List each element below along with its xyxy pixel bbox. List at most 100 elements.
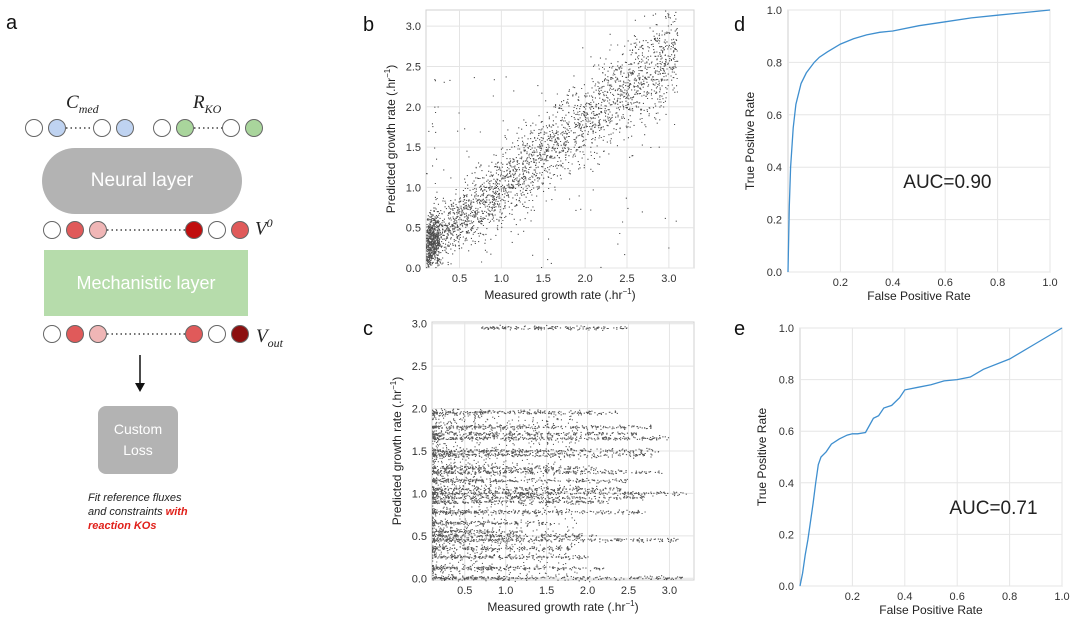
y-tick-label: 2.0 bbox=[406, 102, 421, 114]
loss-caption: Fit reference fluxes and constraints wit… bbox=[88, 491, 238, 533]
panel-letter-b: b bbox=[363, 14, 375, 36]
y-tick-label: 1.5 bbox=[412, 446, 427, 458]
neural-layer-box: Neural layer bbox=[42, 148, 242, 214]
scatter-mark bbox=[426, 10, 679, 269]
chart-e-roc: 0.2 0.4 0.6 0.8 1.0 0.0 0.2 0.4 0.6 0.8 1.0 AUC=0.7… bbox=[755, 323, 1070, 617]
y-tick-label: 3.0 bbox=[406, 21, 421, 33]
x-axis-label-tail: ) bbox=[632, 288, 636, 302]
y-tick-label: 1.0 bbox=[779, 323, 794, 335]
x-tick-label: 3.0 bbox=[661, 273, 676, 285]
y-tick-label: 0.6 bbox=[779, 426, 794, 438]
node-circle bbox=[25, 119, 43, 137]
y-axis-label: Predicted growth rate (.hr−1) bbox=[389, 377, 404, 526]
x-axis-label: False Positive Rate bbox=[867, 289, 971, 303]
y-tick-label: 3.0 bbox=[412, 319, 427, 331]
y-tick-label: 0.0 bbox=[412, 573, 427, 585]
x-tick-label: 0.5 bbox=[457, 585, 472, 597]
node-circle bbox=[116, 119, 134, 137]
y-tick-label: 0.0 bbox=[406, 263, 421, 275]
y-axis-label-sup: −1 bbox=[389, 380, 398, 390]
down-arrow-icon bbox=[135, 355, 145, 392]
y-tick-label: 0.8 bbox=[767, 57, 782, 69]
schematic-nodes bbox=[25, 119, 263, 343]
roc-curve bbox=[799, 327, 1063, 587]
node-circle bbox=[208, 325, 226, 343]
x-axis-label: Measured growth rate (.hr−1) bbox=[487, 599, 638, 614]
custom-loss-box: Custom Loss bbox=[98, 406, 178, 474]
caption-highlight-kos: reaction KOs bbox=[88, 520, 157, 532]
v0-label: V0 bbox=[255, 216, 273, 240]
y-axis-label-tail: ) bbox=[390, 377, 404, 381]
x-tick-label: 3.0 bbox=[662, 585, 677, 597]
auc-annotation: AUC=0.90 bbox=[903, 172, 991, 193]
x-tick-label: 0.8 bbox=[990, 277, 1005, 289]
panel-letter-e: e bbox=[734, 318, 746, 340]
x-tick-label: 0.8 bbox=[1002, 591, 1017, 603]
panel-letter-a: a bbox=[6, 12, 18, 34]
node-circle bbox=[222, 119, 240, 137]
vout-label: Vout bbox=[256, 326, 283, 350]
y-tick-label: 1.0 bbox=[412, 488, 427, 500]
x-axis-label: False Positive Rate bbox=[879, 603, 983, 617]
y-tick-label: 0.4 bbox=[779, 478, 794, 490]
node-circle bbox=[48, 119, 66, 137]
y-axis-label: True Positive Rate bbox=[743, 92, 757, 191]
y-tick-label: 1.0 bbox=[406, 182, 421, 194]
x-tick-label: 2.5 bbox=[619, 273, 634, 285]
scatter-mark bbox=[432, 324, 687, 583]
chart-b-scatter: 0.5 1.0 1.5 2.0 2.5 3.0 0.0 0.5 1.0 1.5 2.0 2.5 3.0 M… bbox=[383, 9, 695, 302]
y-tick-label: 2.5 bbox=[406, 61, 421, 73]
y-axis-label-sup: −1 bbox=[383, 68, 392, 78]
y-tick-label: 0.0 bbox=[767, 267, 782, 279]
x-tick-label: 2.0 bbox=[577, 273, 592, 285]
node-circle bbox=[185, 221, 203, 239]
loss-line-2: Loss bbox=[123, 442, 153, 458]
caption-highlight-with: with bbox=[165, 506, 188, 518]
x-tick-label: 0.2 bbox=[845, 591, 860, 603]
x-tick-label: 0.4 bbox=[897, 591, 912, 603]
caption-line-1: Fit reference fluxes bbox=[88, 492, 182, 504]
roc-curve bbox=[787, 9, 1051, 273]
plot-area bbox=[799, 327, 1063, 587]
node-circle bbox=[93, 119, 111, 137]
node-circle bbox=[231, 221, 249, 239]
y-tick-label: 0.5 bbox=[412, 531, 427, 543]
panel-letter-d: d bbox=[734, 14, 746, 36]
y-tick-label: 2.0 bbox=[412, 404, 427, 416]
x-tick-label: 1.5 bbox=[536, 273, 551, 285]
x-tick-label: 1.5 bbox=[539, 585, 554, 597]
x-tick-label: 1.0 bbox=[494, 273, 509, 285]
node-circle bbox=[153, 119, 171, 137]
node-circle bbox=[89, 221, 107, 239]
y-tick-label: 0.2 bbox=[767, 215, 782, 227]
y-axis-label: Predicted growth rate (.hr−1) bbox=[383, 65, 398, 214]
node-circle bbox=[89, 325, 107, 343]
x-tick-label: 1.0 bbox=[1054, 591, 1069, 603]
y-axis-label: True Positive Rate bbox=[755, 408, 769, 507]
x-tick-label: 0.6 bbox=[950, 591, 965, 603]
panel-letter-c: c bbox=[363, 318, 373, 340]
scatter-points bbox=[426, 10, 679, 269]
loss-line-1: Custom bbox=[113, 421, 163, 437]
y-axis-label-tail: ) bbox=[384, 65, 398, 69]
input-label-cmed: Cmed bbox=[66, 92, 99, 116]
node-circle bbox=[43, 325, 61, 343]
y-tick-label: 0.8 bbox=[779, 375, 794, 387]
x-axis-label-tail: ) bbox=[635, 600, 639, 614]
y-tick-label: 0.5 bbox=[406, 223, 421, 235]
chart-c-scatter: 0.5 1.0 1.5 2.0 2.5 3.0 0.0 0.5 1.0 1.5 2.0 2.5 3.0 M… bbox=[389, 319, 695, 614]
x-tick-label: 0.2 bbox=[833, 277, 848, 289]
node-circle bbox=[43, 221, 61, 239]
scatter-points bbox=[432, 324, 687, 583]
node-circle bbox=[66, 221, 84, 239]
x-tick-label: 1.0 bbox=[498, 585, 513, 597]
node-circle bbox=[208, 221, 226, 239]
x-tick-label: 1.0 bbox=[1042, 277, 1057, 289]
node-circle bbox=[176, 119, 194, 137]
input-label-rko: RKO bbox=[193, 92, 222, 116]
node-circle bbox=[231, 325, 249, 343]
x-tick-label: 0.5 bbox=[452, 273, 467, 285]
y-tick-label: 0.4 bbox=[767, 162, 782, 174]
y-tick-label: 0.2 bbox=[779, 529, 794, 541]
y-tick-label: 0.0 bbox=[779, 581, 794, 593]
